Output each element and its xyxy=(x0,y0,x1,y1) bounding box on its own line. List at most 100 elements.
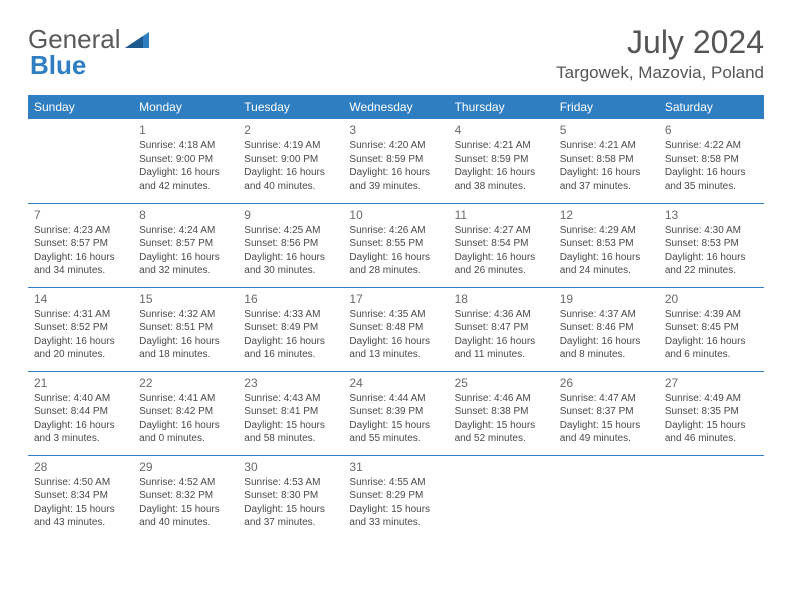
day-info-line: Sunrise: 4:43 AM xyxy=(244,392,337,406)
day-info-line: Daylight: 16 hours xyxy=(349,251,442,265)
calendar-day-cell: 15Sunrise: 4:32 AMSunset: 8:51 PMDayligh… xyxy=(133,287,238,371)
day-info: Sunrise: 4:22 AMSunset: 8:58 PMDaylight:… xyxy=(665,139,758,193)
calendar-day-cell: 24Sunrise: 4:44 AMSunset: 8:39 PMDayligh… xyxy=(343,371,448,455)
day-info-line: Sunrise: 4:26 AM xyxy=(349,224,442,238)
calendar-day-cell: 9Sunrise: 4:25 AMSunset: 8:56 PMDaylight… xyxy=(238,203,343,287)
day-info-line: and 3 minutes. xyxy=(34,432,127,446)
calendar-day-cell: 2Sunrise: 4:19 AMSunset: 9:00 PMDaylight… xyxy=(238,119,343,203)
day-info-line: Sunset: 8:57 PM xyxy=(139,237,232,251)
day-info-line: Daylight: 16 hours xyxy=(139,166,232,180)
location-text: Targowek, Mazovia, Poland xyxy=(556,63,764,83)
calendar-day-cell: 21Sunrise: 4:40 AMSunset: 8:44 PMDayligh… xyxy=(28,371,133,455)
day-info-line: and 35 minutes. xyxy=(665,180,758,194)
day-info-line: and 46 minutes. xyxy=(665,432,758,446)
day-info-line: Sunset: 8:41 PM xyxy=(244,405,337,419)
day-info-line: and 11 minutes. xyxy=(455,348,548,362)
calendar-day-cell: 14Sunrise: 4:31 AMSunset: 8:52 PMDayligh… xyxy=(28,287,133,371)
day-info-line: Sunrise: 4:21 AM xyxy=(560,139,653,153)
day-info: Sunrise: 4:18 AMSunset: 9:00 PMDaylight:… xyxy=(139,139,232,193)
calendar-day-cell: 12Sunrise: 4:29 AMSunset: 8:53 PMDayligh… xyxy=(554,203,659,287)
day-info-line: Daylight: 16 hours xyxy=(560,166,653,180)
day-info-line: Sunset: 8:56 PM xyxy=(244,237,337,251)
day-info: Sunrise: 4:20 AMSunset: 8:59 PMDaylight:… xyxy=(349,139,442,193)
day-info: Sunrise: 4:47 AMSunset: 8:37 PMDaylight:… xyxy=(560,392,653,446)
weekday-header: Wednesday xyxy=(343,95,448,119)
calendar-week-row: 1Sunrise: 4:18 AMSunset: 9:00 PMDaylight… xyxy=(28,119,764,203)
day-info-line: Daylight: 16 hours xyxy=(665,166,758,180)
day-info-line: Sunrise: 4:50 AM xyxy=(34,476,127,490)
day-number: 19 xyxy=(560,292,653,306)
calendar-day-cell: 22Sunrise: 4:41 AMSunset: 8:42 PMDayligh… xyxy=(133,371,238,455)
day-info-line: Sunset: 9:00 PM xyxy=(139,153,232,167)
day-info-line: Daylight: 16 hours xyxy=(244,166,337,180)
day-number: 13 xyxy=(665,208,758,222)
day-number: 1 xyxy=(139,123,232,137)
calendar-day-cell: 20Sunrise: 4:39 AMSunset: 8:45 PMDayligh… xyxy=(659,287,764,371)
day-info: Sunrise: 4:33 AMSunset: 8:49 PMDaylight:… xyxy=(244,308,337,362)
day-info-line: and 22 minutes. xyxy=(665,264,758,278)
day-info-line: Daylight: 16 hours xyxy=(139,251,232,265)
day-info-line: Sunset: 8:46 PM xyxy=(560,321,653,335)
day-info-line: and 42 minutes. xyxy=(139,180,232,194)
day-info-line: Daylight: 15 hours xyxy=(139,503,232,517)
day-info: Sunrise: 4:41 AMSunset: 8:42 PMDaylight:… xyxy=(139,392,232,446)
calendar-week-row: 7Sunrise: 4:23 AMSunset: 8:57 PMDaylight… xyxy=(28,203,764,287)
day-info-line: Sunrise: 4:23 AM xyxy=(34,224,127,238)
day-info-line: Sunrise: 4:53 AM xyxy=(244,476,337,490)
day-info-line: Sunset: 8:32 PM xyxy=(139,489,232,503)
day-info: Sunrise: 4:35 AMSunset: 8:48 PMDaylight:… xyxy=(349,308,442,362)
weekday-header: Saturday xyxy=(659,95,764,119)
day-info-line: Sunrise: 4:40 AM xyxy=(34,392,127,406)
calendar-day-cell: 4Sunrise: 4:21 AMSunset: 8:59 PMDaylight… xyxy=(449,119,554,203)
day-info-line: Daylight: 16 hours xyxy=(139,419,232,433)
day-number: 27 xyxy=(665,376,758,390)
day-number: 30 xyxy=(244,460,337,474)
day-info-line: and 0 minutes. xyxy=(139,432,232,446)
day-info-line: Daylight: 16 hours xyxy=(455,166,548,180)
day-number: 18 xyxy=(455,292,548,306)
day-info-line: and 33 minutes. xyxy=(349,516,442,530)
day-info-line: Sunrise: 4:18 AM xyxy=(139,139,232,153)
calendar-day-cell: 8 Sunrise: 4:24 AMSunset: 8:57 PMDaylight… xyxy=(133,203,238,287)
logo-text-blue: Blue xyxy=(30,50,86,80)
day-info: Sunrise: 4:32 AMSunset: 8:51 PMDaylight:… xyxy=(139,308,232,362)
day-number: 16 xyxy=(244,292,337,306)
calendar-day-cell: 26Sunrise: 4:47 AMSunset: 8:37 PMDayligh… xyxy=(554,371,659,455)
day-info-line: Daylight: 16 hours xyxy=(560,251,653,265)
day-number: 2 xyxy=(244,123,337,137)
day-info-line: Daylight: 15 hours xyxy=(244,419,337,433)
calendar-day-cell: 17Sunrise: 4:35 AMSunset: 8:48 PMDayligh… xyxy=(343,287,448,371)
day-info-line: Sunset: 8:53 PM xyxy=(560,237,653,251)
day-info: Sunrise: 4:29 AMSunset: 8:53 PMDaylight:… xyxy=(560,224,653,278)
title-block: July 2024 Targowek, Mazovia, Poland xyxy=(556,24,764,83)
day-number: 29 xyxy=(139,460,232,474)
day-info-line: Daylight: 16 hours xyxy=(560,335,653,349)
day-info-line: Sunrise: 4:29 AM xyxy=(560,224,653,238)
calendar-day-cell xyxy=(28,119,133,203)
day-info: Sunrise: 4:26 AMSunset: 8:55 PMDaylight:… xyxy=(349,224,442,278)
day-info-line: Daylight: 16 hours xyxy=(349,335,442,349)
day-number: 21 xyxy=(34,376,127,390)
day-number: 8 xyxy=(139,208,232,222)
calendar-day-cell: 30Sunrise: 4:53 AMSunset: 8:30 PMDayligh… xyxy=(238,455,343,539)
day-info-line: Sunrise: 4:46 AM xyxy=(455,392,548,406)
day-info-line: Sunrise: 4:33 AM xyxy=(244,308,337,322)
weekday-header: Friday xyxy=(554,95,659,119)
logo-blue-wrap: Blue xyxy=(28,50,86,81)
day-info: Sunrise: 4:24 AMSunset: 8:57 PMDaylight:… xyxy=(139,224,232,278)
day-number: 14 xyxy=(34,292,127,306)
calendar-day-cell: 7Sunrise: 4:23 AMSunset: 8:57 PMDaylight… xyxy=(28,203,133,287)
day-info-line: Sunrise: 4:27 AM xyxy=(455,224,548,238)
day-info-line: and 8 minutes. xyxy=(560,348,653,362)
day-info-line: Daylight: 16 hours xyxy=(244,335,337,349)
day-info-line: Sunrise: 4:35 AM xyxy=(349,308,442,322)
day-info-line: and 40 minutes. xyxy=(244,180,337,194)
day-info-line: Sunset: 8:47 PM xyxy=(455,321,548,335)
calendar-day-cell: 27Sunrise: 4:49 AMSunset: 8:35 PMDayligh… xyxy=(659,371,764,455)
day-info-line: Sunrise: 4:55 AM xyxy=(349,476,442,490)
day-info-line: Daylight: 15 hours xyxy=(244,503,337,517)
calendar-day-cell: 18Sunrise: 4:36 AMSunset: 8:47 PMDayligh… xyxy=(449,287,554,371)
calendar-day-cell: 13Sunrise: 4:30 AMSunset: 8:53 PMDayligh… xyxy=(659,203,764,287)
day-info-line: Daylight: 16 hours xyxy=(34,251,127,265)
day-info-line: and 26 minutes. xyxy=(455,264,548,278)
